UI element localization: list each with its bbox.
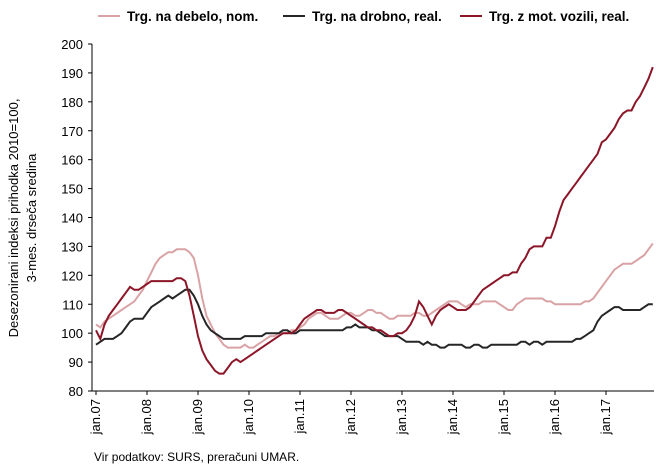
legend-label: Trg. na debelo, nom. xyxy=(127,9,258,24)
series-line xyxy=(95,242,654,349)
y-tick-label: 120 xyxy=(61,268,83,283)
y-tick-label: 180 xyxy=(61,95,83,110)
x-tick-label: jan.11 xyxy=(292,399,307,434)
x-tick-label: jan.15 xyxy=(496,399,511,435)
y-tick-label: 130 xyxy=(61,239,83,254)
source-note: Vir podatkov: SURS, preračuni UMAR. xyxy=(94,450,299,464)
x-tick-label: jan.17 xyxy=(598,399,613,435)
x-tick-label: jan.10 xyxy=(241,399,256,435)
y-tick-label: 170 xyxy=(61,124,83,139)
y-tick-label: 190 xyxy=(61,66,83,81)
series-line xyxy=(95,66,654,375)
series-line xyxy=(95,288,653,349)
y-axis-label: Desezonirani indeksi prihodka 2010=100, xyxy=(6,99,21,338)
x-tick-label: jan.14 xyxy=(445,399,460,435)
y-tick-label: 80 xyxy=(69,384,83,399)
y-axis-label: 3-mes. drseča sredina xyxy=(24,153,39,282)
y-tick-label: 140 xyxy=(61,211,83,226)
y-tick-label: 90 xyxy=(69,355,83,370)
y-tick-label: 110 xyxy=(62,297,83,312)
legend-label: Trg. z mot. vozili, real. xyxy=(489,9,629,24)
x-tick-label: jan.13 xyxy=(394,399,409,435)
y-tick-label: 200 xyxy=(61,37,83,52)
legend-label: Trg. na drobno, real. xyxy=(312,9,442,24)
x-tick-label: jan.08 xyxy=(139,399,154,435)
y-tick-label: 160 xyxy=(61,153,83,168)
x-tick-label: jan.12 xyxy=(343,399,358,435)
y-tick-label: 100 xyxy=(61,326,83,341)
x-tick-label: jan.16 xyxy=(547,399,562,435)
x-tick-label: jan.09 xyxy=(190,399,205,435)
x-tick-label: jan.07 xyxy=(88,399,103,435)
y-tick-label: 150 xyxy=(61,182,83,197)
